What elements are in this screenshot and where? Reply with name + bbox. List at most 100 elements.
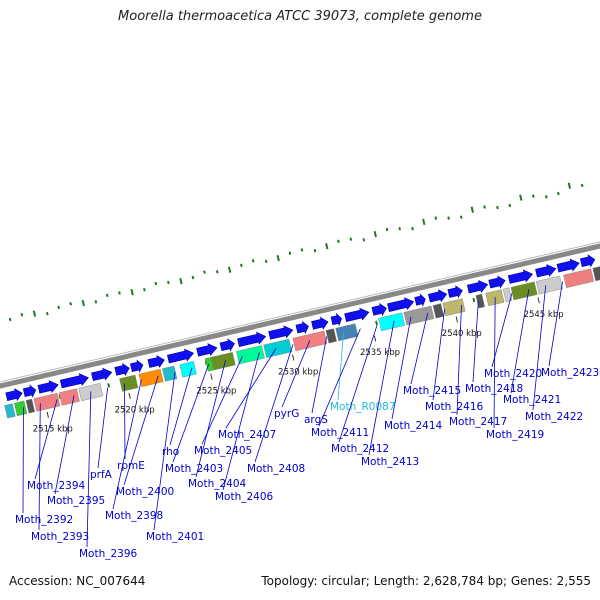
gene-label: Moth_2411	[311, 427, 369, 439]
gc-tick	[8, 317, 12, 322]
gene-label: argS	[304, 414, 328, 426]
gene-leader-line	[548, 281, 563, 367]
gene-leader-line	[337, 332, 344, 401]
figure-title: Moorella thermoacetica ATCC 39073, compl…	[118, 9, 482, 24]
gc-tick	[276, 254, 280, 262]
forward-gene-arrow	[507, 269, 533, 284]
gene-leader-line	[510, 289, 530, 394]
gc-tick	[373, 230, 377, 238]
gc-tick	[251, 259, 255, 263]
gene-leader-line	[338, 324, 378, 443]
gc-tick	[32, 310, 37, 317]
cog-gene-block	[119, 374, 139, 392]
gc-tick	[580, 183, 584, 188]
cog-gene-block	[536, 275, 563, 295]
gc-tick	[483, 205, 486, 209]
cog-gene-block	[236, 345, 265, 365]
gc-tick	[288, 251, 292, 255]
gene-leader-line	[410, 312, 429, 385]
scale-tick	[128, 392, 131, 399]
gc-tick	[325, 243, 329, 250]
gene-leader-line	[532, 285, 547, 411]
gene-label: pyrG	[274, 408, 299, 420]
gene-leader-line	[472, 301, 479, 383]
accession-text: Accession: NC_007644	[9, 574, 146, 588]
cog-gene-block	[4, 403, 16, 419]
forward-gene-arrow	[414, 293, 426, 307]
cog-gene-block	[510, 281, 538, 301]
forward-gene-arrow	[427, 289, 448, 303]
forward-gene-arrow	[488, 275, 506, 289]
cog-gene-block	[563, 268, 594, 288]
gc-tick	[240, 263, 243, 268]
gene-leader-line	[112, 379, 142, 510]
gene-leader-line	[281, 340, 311, 408]
scale-label: 2515 kbp	[33, 425, 73, 435]
scale-label: 2535 kbp	[360, 348, 400, 358]
cog-gene-block	[378, 312, 406, 332]
gc-tick	[496, 205, 499, 210]
gene-leader-line	[432, 308, 446, 401]
backbone-line	[0, 243, 600, 389]
gene-label: Moth_2423	[541, 367, 599, 379]
gene-label: Moth_2420	[484, 368, 542, 380]
cog-gene-block	[592, 266, 600, 282]
forward-gene-arrow	[371, 302, 387, 317]
gene-leader-line	[456, 305, 462, 416]
forward-gene-arrow	[535, 264, 557, 278]
forward-gene-arrow	[268, 325, 294, 340]
scale-label: 2545 kbp	[524, 310, 564, 320]
gene-leader-line	[254, 344, 294, 463]
gene-label: Moth_2398	[105, 510, 163, 522]
gene-label: Moth_2400	[116, 486, 174, 498]
gene-leader-line	[38, 403, 41, 531]
scale-tick	[373, 335, 377, 342]
gene-label: Moth_2415	[403, 385, 461, 397]
gene-leader-line	[123, 375, 159, 486]
gene-leader-line	[97, 387, 109, 469]
gene-label: Moth_2416	[425, 401, 484, 413]
gc-tick	[411, 226, 414, 231]
scale-tick	[455, 316, 458, 323]
forward-gene-arrow	[556, 258, 580, 273]
gene-leader-line	[311, 336, 328, 414]
gene-label: prfA	[90, 469, 113, 481]
forward-gene-arrow	[5, 388, 23, 402]
scale-tick	[292, 354, 295, 361]
cog-gene-block	[442, 298, 466, 317]
gene-leader-line	[34, 399, 58, 480]
gc-tick	[20, 313, 24, 317]
gc-tick	[143, 288, 146, 292]
gc-tick	[45, 311, 49, 316]
gc-tick	[544, 195, 548, 199]
cog-gene-block	[432, 303, 445, 319]
gc-tick	[179, 277, 183, 285]
gc-tick	[567, 182, 572, 189]
cog-gene-block	[58, 388, 80, 406]
gc-tick	[459, 215, 463, 219]
gene-label: Moth_2407	[218, 429, 276, 441]
gene-leader-line	[201, 355, 243, 445]
gc-tick	[470, 206, 474, 213]
gc-tick	[508, 203, 512, 208]
gene-label: Moth_2404	[188, 478, 247, 490]
gc-tick	[105, 293, 109, 298]
gc-tick	[130, 289, 134, 296]
cog-gene-block	[25, 398, 36, 414]
cog-gene-block	[179, 361, 197, 378]
gc-tick	[57, 305, 60, 310]
backbone-track	[0, 241, 600, 389]
gene-leader-line	[195, 359, 226, 478]
gene-label: Moth_2405	[194, 445, 252, 457]
gene-label: rho	[162, 446, 179, 458]
gene-label: Moth_2392	[15, 514, 73, 526]
forward-gene-arrow	[344, 307, 370, 322]
gc-tick	[472, 297, 476, 303]
forward-gene-arrow	[579, 254, 596, 268]
gene-label: Moth_2417	[449, 416, 507, 428]
cog-gene-block	[475, 293, 485, 309]
gene-leader-line	[153, 371, 176, 531]
cog-gene-block	[14, 400, 28, 417]
gc-tick	[447, 216, 450, 220]
forward-gene-arrow	[330, 312, 342, 327]
